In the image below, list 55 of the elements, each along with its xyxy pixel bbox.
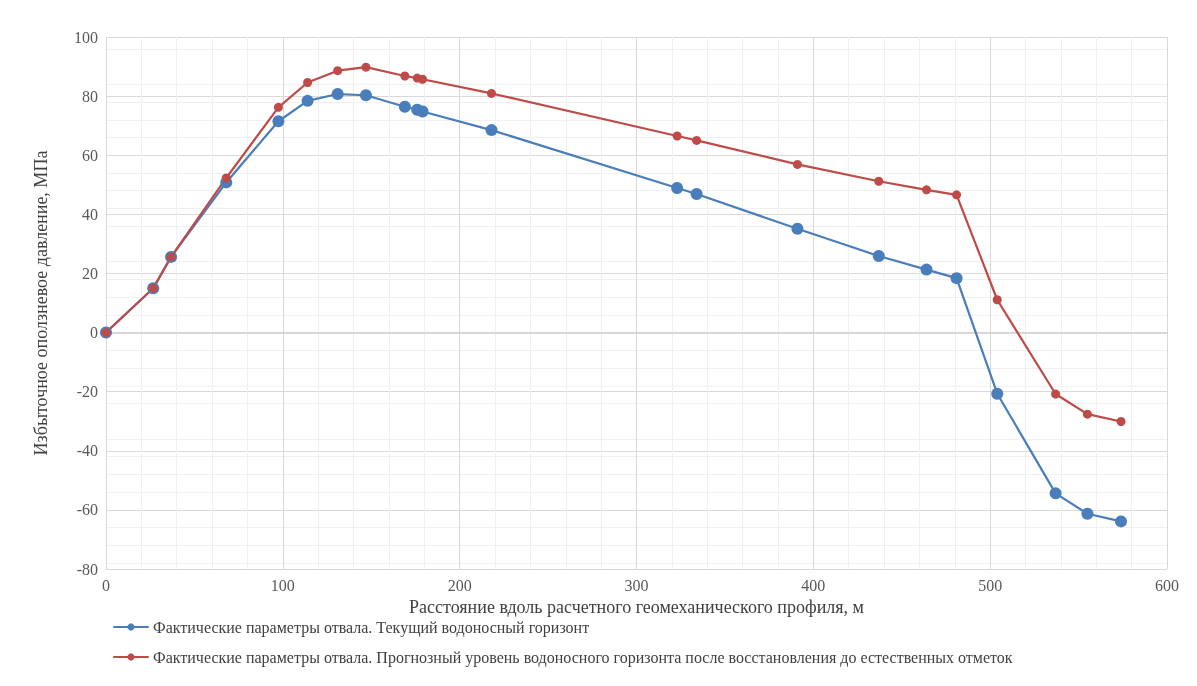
y-tick-label: 0: [90, 324, 98, 342]
point: [920, 263, 933, 276]
point: [952, 190, 962, 200]
point: [418, 74, 428, 84]
point: [398, 100, 411, 113]
x-axis-title: Расстояние вдоль расчетного геомеханического профиля, м: [409, 596, 864, 617]
point: [1081, 507, 1094, 520]
point: [792, 159, 802, 169]
point: [791, 222, 804, 235]
point: [690, 187, 703, 200]
point: [671, 182, 684, 195]
legend-label: Фактические параметры отвала. Прогнозный уровень водоносного горизонта после восстановления до естественных отметок: [153, 648, 1013, 667]
point: [991, 387, 1004, 400]
point: [992, 295, 1002, 305]
x-tick-label: 100: [270, 576, 295, 594]
point: [221, 173, 231, 183]
point: [361, 62, 371, 72]
point: [333, 66, 343, 76]
point: [872, 250, 885, 262]
x-tick-label: 400: [801, 576, 826, 594]
point: [692, 135, 702, 145]
x-tick-label: 600: [1155, 576, 1179, 594]
y-tick-label: 40: [82, 205, 98, 223]
x-tick-label: 300: [624, 576, 649, 594]
point: [272, 115, 285, 128]
x-tick-label: 500: [978, 576, 1003, 594]
y-tick-label: 80: [82, 87, 98, 105]
legend-label: Фактические параметры отвала. Текущий водоносный горизонт: [153, 618, 590, 637]
x-tick-label: 0: [102, 576, 110, 594]
y-tick-label: -20: [76, 383, 98, 401]
y-tick-label: -60: [76, 501, 98, 519]
point: [1115, 515, 1128, 528]
point: [1116, 417, 1126, 427]
y-tick-label: 60: [82, 146, 98, 164]
point: [672, 131, 682, 141]
point: [1049, 487, 1062, 500]
point: [400, 71, 410, 81]
point: [301, 94, 314, 107]
point: [1051, 389, 1061, 399]
point: [331, 88, 344, 101]
point: [485, 124, 498, 137]
y-axis-title: Избыточное оползневое давление, МПа: [31, 150, 51, 456]
point: [922, 185, 932, 195]
point: [1082, 409, 1092, 419]
point: [359, 89, 372, 102]
point: [273, 102, 283, 112]
y-tick-label: 100: [74, 28, 98, 46]
y-tick-label: -40: [76, 442, 98, 460]
y-tick-label: -80: [76, 560, 98, 578]
point: [874, 176, 884, 186]
point: [487, 88, 496, 98]
x-tick-label: 200: [447, 576, 472, 594]
y-tick-label: 20: [82, 264, 98, 282]
point: [303, 78, 313, 88]
point: [950, 272, 963, 285]
